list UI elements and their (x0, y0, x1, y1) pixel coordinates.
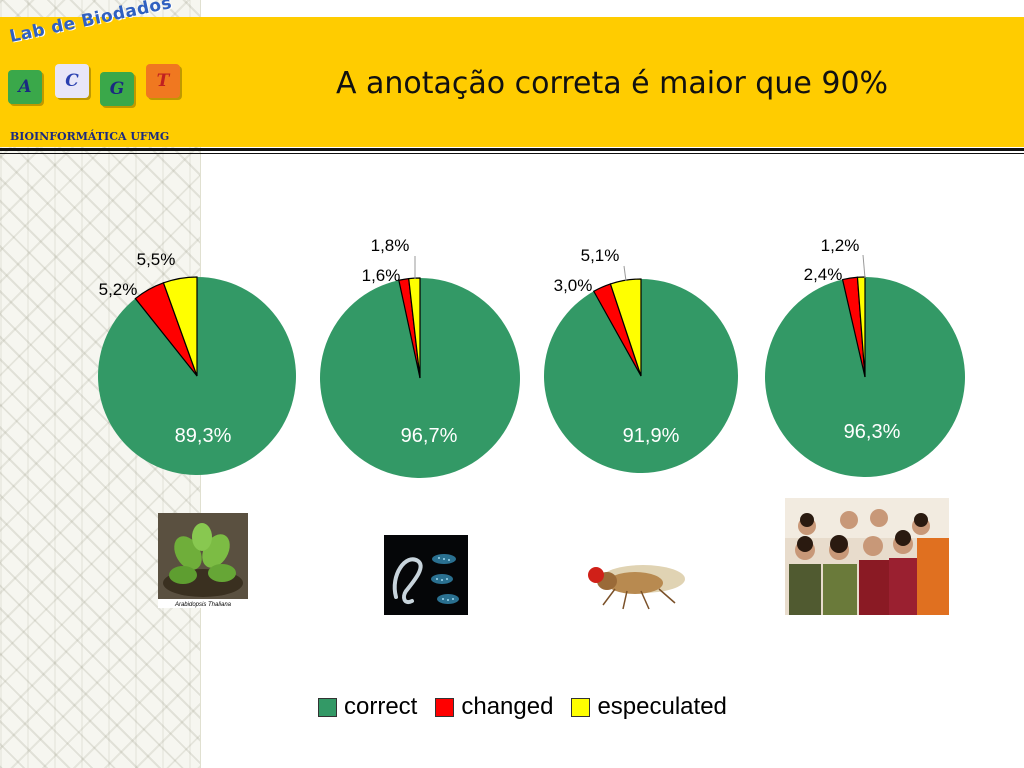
legend-label-changed: changed (461, 693, 554, 720)
nematode-photo (384, 535, 468, 615)
drosophila-photo (563, 543, 710, 615)
logo-cube-c: C (55, 64, 89, 98)
data-label-correct: 96,7% (401, 425, 458, 447)
logo-cube-t: T (146, 64, 180, 98)
data-label-changed: 1,6% (362, 266, 401, 285)
logo-letter: C (65, 71, 79, 91)
slice-especulated (162, 276, 198, 377)
data-label-correct: 89,3% (175, 425, 232, 447)
header-divider-thin (0, 153, 1024, 154)
data-label-especulated: 5,5% (137, 250, 176, 269)
logo-cube-g: G (100, 72, 134, 106)
data-label-correct: 91,9% (623, 425, 680, 447)
pie-chart-3: 91,9% 3,0% 5,1% (543, 246, 738, 474)
label-leader-line (623, 265, 627, 282)
data-label-especulated: 5,1% (581, 246, 620, 265)
legend-item-especulated: especulated (571, 693, 727, 721)
label-leader-line (862, 254, 866, 279)
legend-item-changed: changed (435, 693, 553, 721)
pie-chart-4: 96,3% 2,4% 1,2% (764, 236, 965, 478)
legend-swatch-correct (318, 697, 337, 717)
legend-swatch-especulated (571, 697, 591, 717)
lab-logo: Lab de Biodados A C G T BIOINFORMÁTICA U… (0, 0, 200, 148)
logo-subtitle: BIOINFORMÁTICA UFMG (10, 130, 170, 143)
slice-especulated (408, 277, 421, 379)
pie-chart-1: 89,3% 5,2% 5,5% (98, 250, 296, 476)
data-label-especulated: 1,2% (821, 236, 860, 255)
logo-letter: A (18, 77, 32, 97)
data-label-correct: 96,3% (844, 421, 901, 443)
data-label-changed: 5,2% (99, 280, 138, 299)
chart-legend: correct changed especulated (318, 693, 745, 721)
data-label-especulated: 1,8% (371, 236, 410, 255)
data-label-changed: 2,4% (804, 265, 843, 284)
team-photo (785, 498, 949, 615)
logo-letter: T (156, 71, 170, 91)
data-label-changed: 3,0% (554, 276, 593, 295)
legend-item-correct: correct (318, 693, 417, 721)
logo-letter: G (109, 79, 125, 99)
legend-label-correct: correct (344, 693, 418, 720)
pie-chart-2: 96,7% 1,6% 1,8% (320, 236, 521, 478)
legend-label-especulated: especulated (597, 693, 727, 720)
arabidopsis-caption: Arabidopsis Thaliana (174, 602, 232, 608)
page-title: A anotação correta é maior que 90% (335, 66, 889, 101)
arabidopsis-photo: Arabidopsis Thaliana (158, 513, 248, 608)
header-divider (0, 148, 1024, 151)
logo-cube-a: A (8, 70, 42, 104)
legend-swatch-changed (435, 697, 455, 717)
